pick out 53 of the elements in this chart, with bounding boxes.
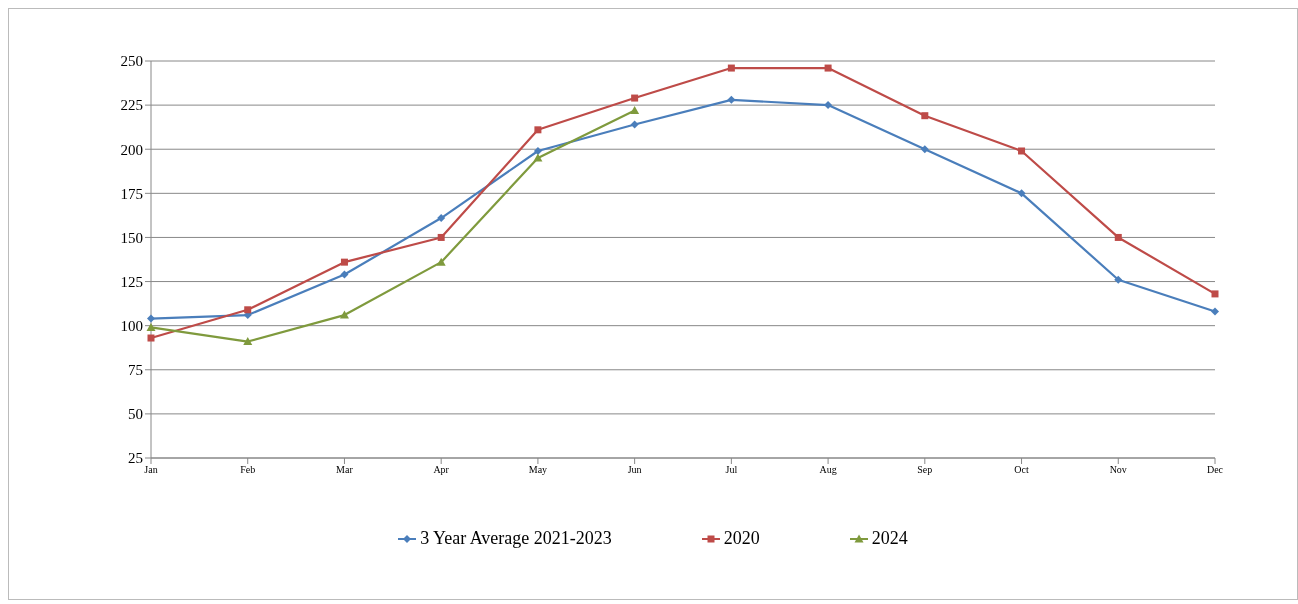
point [630, 105, 640, 114]
x-tick-label: Jun [627, 464, 642, 476]
y-tick-label: 175 [120, 185, 143, 202]
y-tick-label: 25 [128, 450, 143, 467]
point [533, 146, 542, 155]
x-tick-label: Apr [433, 464, 450, 476]
y-tick-label: 100 [120, 317, 143, 334]
x-tick-label: Oct [1014, 464, 1029, 476]
point [147, 334, 155, 342]
point [533, 153, 543, 162]
y-tick-label: 150 [120, 229, 143, 246]
point [1018, 147, 1026, 155]
x-tick-label: Sep [917, 464, 933, 476]
point [339, 310, 349, 319]
point [921, 112, 929, 120]
point [630, 120, 639, 129]
point [244, 306, 252, 314]
y-tick-label: 200 [120, 141, 143, 158]
point [1211, 290, 1219, 298]
y-tick-label: 125 [120, 273, 143, 290]
y-tick-label: 50 [128, 406, 143, 423]
point [147, 314, 155, 323]
point [727, 95, 736, 104]
point [340, 258, 348, 266]
x-tick-label: Jan [144, 464, 158, 476]
y-tick-label: 250 [120, 53, 143, 70]
point [340, 270, 349, 279]
point [920, 145, 929, 154]
y-tick-label: 75 [128, 362, 143, 379]
x-tick-label: Feb [240, 464, 256, 476]
point [824, 101, 833, 110]
point [243, 337, 253, 346]
point [534, 126, 542, 134]
point [1114, 275, 1123, 284]
legend-label: 2024 [871, 528, 908, 549]
y-tick-label: 225 [120, 97, 143, 114]
point [437, 233, 445, 241]
x-tick-label: Mar [336, 464, 354, 476]
point [437, 214, 446, 223]
point [824, 64, 832, 72]
x-tick-label: Jul [725, 464, 738, 476]
x-tick-label: May [528, 464, 548, 476]
x-tick-label: Nov [1109, 464, 1127, 476]
point [727, 64, 735, 72]
x-tick-label: Dec [1206, 464, 1224, 476]
x-tick-label: Aug [819, 464, 837, 476]
legend-label: 2020 [723, 528, 760, 549]
point [1114, 233, 1122, 241]
legend-label: 3 Year Average 2021-2023 [420, 528, 612, 549]
point [631, 94, 639, 102]
point [436, 257, 446, 266]
point [1017, 189, 1026, 198]
point [1211, 307, 1219, 316]
